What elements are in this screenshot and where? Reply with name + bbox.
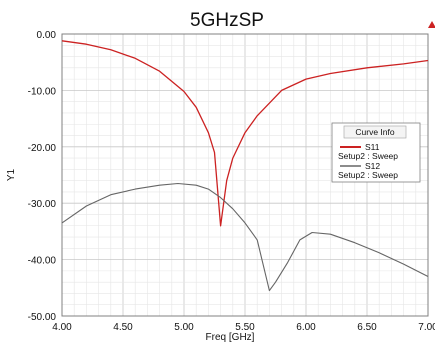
x-tick-label: 6.50 — [357, 322, 377, 333]
series-line-s12 — [61, 182, 429, 292]
x-tick-label: 4.00 — [52, 322, 72, 333]
legend-title-box — [343, 125, 407, 139]
x-axis-label: Freq [GHz] — [206, 332, 255, 343]
tick-labels: 4.00 4.50 5.00 5.50 6.00 6.50 7.00 0.00 -10.00 -2… — [28, 30, 435, 333]
chart-title: 5GHzSP — [190, 10, 264, 31]
legend-entry-s12-name: S12 — [365, 161, 380, 171]
x-tick-label: 5.00 — [174, 322, 194, 333]
legend-entry-s11-setup: Setup2 : Sweep — [338, 151, 398, 161]
legend-entry-s11-name: S11 — [365, 142, 380, 152]
y-tick-label: 0.00 — [37, 30, 57, 41]
y-tick-label: -50.00 — [28, 312, 57, 323]
y-tick-label: -40.00 — [28, 256, 57, 267]
plot-area-border — [61, 33, 429, 317]
x-tick-label: 7.00 — [418, 322, 435, 333]
legend[interactable]: Curve Info S11 Setup2 : Sweep S12 Setup2… — [331, 122, 421, 183]
legend-entry-s12-setup: Setup2 : Sweep — [338, 170, 398, 180]
series-line-s11 — [61, 40, 429, 227]
legend-title: Curve Info — [355, 127, 394, 137]
series-layer — [61, 40, 429, 292]
y-tick-label: -10.00 — [28, 86, 57, 97]
x-tick-label: 4.50 — [113, 322, 133, 333]
x-tick-label: 5.50 — [235, 322, 255, 333]
x-tick-label: 6.00 — [296, 322, 316, 333]
y-tick-label: -30.00 — [28, 199, 57, 210]
y-tick-label: -20.00 — [28, 143, 57, 154]
y-axis-label: Y1 — [6, 168, 17, 181]
corner-marker-icon — [428, 21, 435, 28]
